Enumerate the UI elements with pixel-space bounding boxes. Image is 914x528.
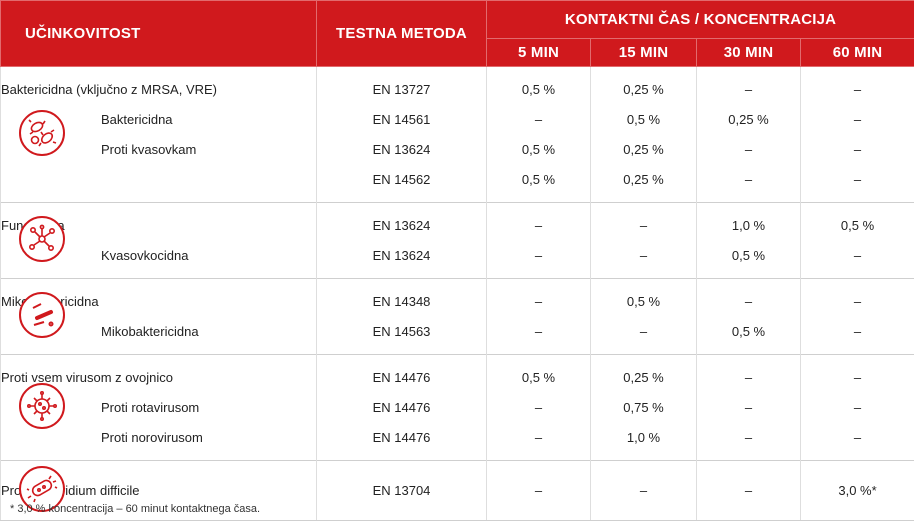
bacteria-icon — [19, 110, 65, 156]
concentration-value: – — [799, 354, 914, 393]
efficacy-name: Kvasovkocidna — [0, 240, 317, 279]
test-method: EN 13727 — [316, 66, 487, 105]
concentration-value: – — [799, 164, 914, 203]
concentration-value: – — [590, 316, 697, 355]
efficacy-name: Mikobaktericidna — [0, 278, 317, 338]
concentration-value: 0,25 % — [696, 104, 801, 135]
efficacy-name: Proti norovirusom — [0, 422, 317, 461]
efficacy-name: Fungicidna — [0, 202, 317, 262]
efficacy-name: Proti Clostridium difficile — [0, 460, 317, 521]
concentration-value: – — [696, 134, 801, 165]
test-method: EN 13704 — [316, 460, 487, 521]
concentration-value: – — [696, 66, 801, 105]
concentration-value: – — [486, 202, 591, 241]
concentration-value: – — [486, 240, 591, 279]
efficacy-header: UČINKOVITOST — [0, 0, 317, 67]
concentration-value: 0,5 % — [486, 134, 591, 165]
footnote: * 3,0 % koncentracija – 60 minut kontakt… — [10, 503, 261, 515]
table-body: Baktericidna (vključno z MRSA, VRE) EN 13… — [0, 66, 914, 521]
concentration-value: 0,5 % — [486, 164, 591, 203]
concentration-value: 0,5 % — [486, 354, 591, 393]
concentration-value: 1,0 % — [590, 422, 697, 461]
concentration-value: – — [590, 202, 697, 241]
concentration-value: – — [799, 240, 914, 279]
concentration-value: 1,0 % — [696, 202, 801, 241]
test-method: EN 13624 — [316, 134, 487, 165]
concentration-value: 0,25 % — [590, 134, 697, 165]
test-method: EN 13624 — [316, 240, 487, 279]
efficacy-name: Proti vsem virusom z ovojnico — [0, 354, 317, 429]
concentration-value: – — [696, 392, 801, 423]
concentration-value: 0,5 % — [799, 202, 914, 241]
concentration-value: – — [799, 278, 914, 317]
test-method: EN 14476 — [316, 354, 487, 393]
concentration-value: – — [799, 316, 914, 355]
concentration-value: – — [486, 422, 591, 461]
table-row: Proti kvasovkam EN 13624 0,5 % 0,25 % – – — [0, 134, 914, 165]
concentration-value: – — [799, 392, 914, 423]
efficacy-name: Baktericidna (vključno z MRSA, VRE) — [0, 66, 317, 156]
table-row: EN 14562 0,5 % 0,25 % – – — [0, 164, 914, 203]
concentration-value: – — [590, 240, 697, 279]
concentration-value: – — [696, 278, 801, 317]
time-header-60: 60 MIN — [799, 38, 914, 67]
test-method: EN 13624 — [316, 202, 487, 241]
concentration-value: – — [486, 104, 591, 135]
header-row: UČINKOVITOST TESTNA METODA KONTAKTNI ČAS… — [0, 0, 914, 67]
table-row: Kvasovkocidna EN 13624– –0,5 % – — [0, 240, 914, 279]
test-method: EN 14563 — [316, 316, 487, 355]
concentration-value: 0,25 % — [590, 164, 697, 203]
concentration-value: – — [799, 104, 914, 135]
concentration-value: – — [486, 278, 591, 317]
concentration-value: 0,5 % — [590, 104, 697, 135]
concentration-value: 0,5 % — [696, 240, 801, 279]
time-header-30: 30 MIN — [696, 38, 801, 67]
virus-icon — [19, 383, 65, 429]
method-header: TESTNA METODA — [316, 0, 487, 67]
concentration-value: – — [486, 392, 591, 423]
concentration-value: – — [696, 164, 801, 203]
test-method: EN 14561 — [316, 104, 487, 135]
table-row: Proti rotavirusom EN 14476–0,75 % – – — [0, 392, 914, 423]
concentration-value: 0,25 % — [590, 354, 697, 393]
test-method: EN 14562 — [316, 164, 487, 203]
concentration-value: 0,5 % — [696, 316, 801, 355]
test-method: EN 14348 — [316, 278, 487, 317]
table-row: Proti vsem virusom z ovojnico EN 14476 0,5… — [0, 354, 914, 429]
mycobacteria-icon — [19, 292, 65, 338]
concentration-value: – — [486, 316, 591, 355]
time-header-15: 15 MIN — [590, 38, 697, 67]
concentration-value: – — [486, 460, 591, 521]
table-row: Baktericidna EN 14561–0,5 % 0,25 % – — [0, 104, 914, 135]
concentration-value: – — [799, 134, 914, 165]
concentration-value: – — [696, 460, 801, 521]
time-header-5: 5 MIN — [486, 38, 591, 67]
table-row: Baktericidna (vključno z MRSA, VRE) EN 13… — [0, 66, 914, 156]
concentration-value: 0,75 % — [590, 392, 697, 423]
contact-header: KONTAKTNI ČAS / KONCENTRACIJA — [485, 0, 914, 39]
clostridium-icon — [19, 466, 65, 512]
table-row: Proti norovirusom EN 14476–1,0 % – – — [0, 422, 914, 461]
concentration-value: 0,5 % — [486, 66, 591, 105]
concentration-value: – — [696, 422, 801, 461]
concentration-value: – — [799, 422, 914, 461]
table-row: Mikobaktericidna EN 14563– –0,5 % – — [0, 316, 914, 355]
table-row: FungicidnaEN 13624––1,0 %0,5 % — [0, 202, 914, 262]
concentration-value: 0,25 % — [590, 66, 697, 105]
concentration-value: 3,0 %* — [799, 460, 914, 521]
concentration-value: – — [590, 460, 697, 521]
concentration-value: – — [696, 354, 801, 393]
fungi-icon — [19, 216, 65, 262]
test-method: EN 14476 — [316, 422, 487, 461]
concentration-value: 0,5 % — [590, 278, 697, 317]
concentration-value: – — [799, 66, 914, 105]
table-row: Proti Clostridium difficile EN 13704– – –3,… — [0, 460, 914, 521]
test-method: EN 14476 — [316, 392, 487, 423]
time-header-row: 5 MIN 15 MIN 30 MIN 60 MIN — [1, 38, 914, 67]
efficacy-name — [0, 164, 317, 203]
